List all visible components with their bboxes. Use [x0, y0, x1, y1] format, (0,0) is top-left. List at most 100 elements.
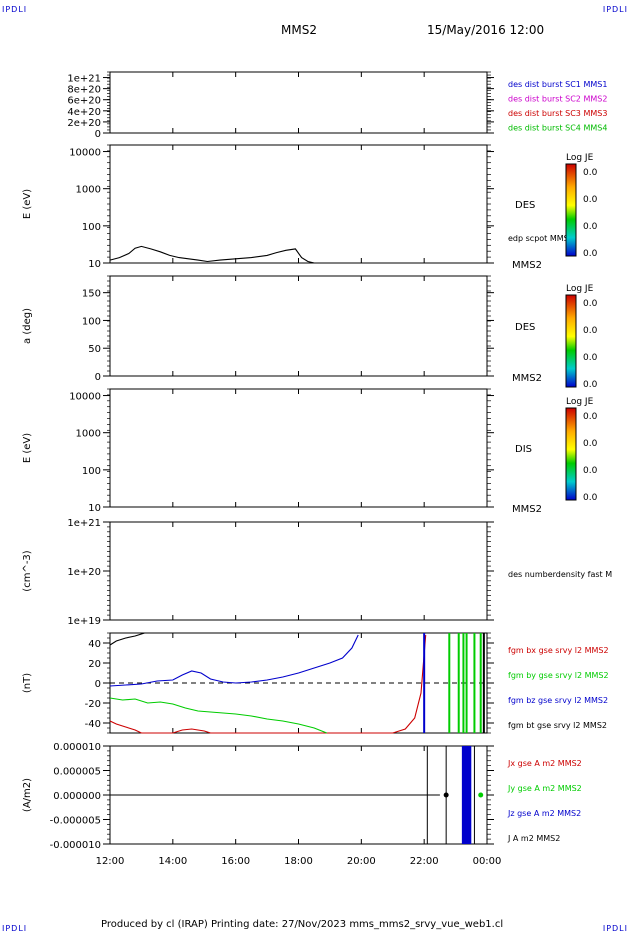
- legend-entry: des dist burst SC2 MMS2: [508, 95, 607, 104]
- colorbar-label: 0.0: [583, 299, 598, 309]
- time-tick-label: 00:00: [473, 856, 502, 867]
- colorbar-label: 0.0: [583, 493, 598, 503]
- series-line: [109, 245, 315, 264]
- panel-frame: [109, 144, 488, 264]
- datetime-title: 15/May/2016 12:00: [427, 23, 545, 37]
- panel-frame: [109, 388, 488, 508]
- y-tick-label: 150: [82, 289, 101, 300]
- time-tick-label: 20:00: [347, 856, 376, 867]
- y-tick-label: 1000: [76, 185, 101, 196]
- series-line: [109, 632, 145, 646]
- panel-fgm: [103, 632, 494, 734]
- colorbar-label: 0.0: [583, 466, 598, 476]
- y-tick-label: 0.000010: [53, 742, 101, 753]
- legend-entry: Jy gse A m2 MMS2: [507, 784, 582, 793]
- legend-entry: des dist burst SC4 MMS4: [508, 124, 607, 133]
- panel-current: [103, 745, 494, 845]
- y-tick-label: 10: [88, 259, 101, 270]
- time-tick-label: 18:00: [284, 856, 313, 867]
- y-tick-label: 1e+19: [67, 616, 101, 627]
- y-axis-label: a (deg): [22, 308, 33, 344]
- footer-credits: Produced by cl (IRAP) Printing date: 27/…: [101, 919, 504, 930]
- y-tick-label: 0: [95, 372, 101, 383]
- colorbar-label: 0.0: [583, 249, 598, 259]
- colorbar-label: 0.0: [583, 353, 598, 363]
- spacecraft-side-label: MMS2: [512, 260, 542, 271]
- legend-entry: Jx gse A m2 MMS2: [507, 759, 582, 768]
- colorbar-label: 0.0: [583, 222, 598, 232]
- y-tick-label: 20: [88, 659, 101, 670]
- legend-entry: des dist burst SC3 MMS3: [508, 109, 607, 118]
- series-line: [109, 634, 359, 687]
- colorbar-label: 0.0: [583, 380, 598, 390]
- y-tick-label: -0.000010: [50, 840, 101, 851]
- y-tick-label: -0.000005: [50, 816, 101, 827]
- legend-entry: des numberdensity fast M: [508, 570, 612, 579]
- legend-entry: fgm bz gse srvy l2 MMS2: [508, 696, 608, 705]
- series-line: [109, 697, 328, 734]
- spacecraft-side-label: MMS2: [512, 504, 542, 515]
- panel-des_pitch: [103, 275, 494, 377]
- y-tick-label: 0.000005: [53, 767, 101, 778]
- series-line: [109, 634, 427, 734]
- y-tick-label: 100: [82, 316, 101, 327]
- y-tick-label: 2e+20: [67, 118, 101, 129]
- colorbar-title: Log JE: [566, 397, 594, 407]
- colorbar: [565, 407, 577, 501]
- burst-region: [461, 746, 472, 844]
- data-point: [443, 792, 449, 798]
- y-axis-label: (nT): [22, 673, 33, 693]
- colorbar-label: 0.0: [583, 195, 598, 205]
- y-tick-label: 0: [95, 129, 101, 140]
- colorbar-title: Log JE: [566, 153, 594, 163]
- instrument-label: DES: [515, 322, 535, 333]
- legend-entry: J A m2 MMS2: [507, 834, 560, 843]
- corner-mark-bottom-right: IPDLI: [602, 924, 628, 933]
- colorbar-label: 0.0: [583, 168, 598, 178]
- y-axis-label: (A/m2): [22, 778, 33, 812]
- y-tick-label: 10000: [69, 148, 101, 159]
- panel-frame: [109, 521, 488, 621]
- instrument-label: DIS: [515, 444, 532, 455]
- y-tick-label: -40: [85, 719, 101, 730]
- panel-density: [103, 521, 494, 621]
- colorbar-label: 0.0: [583, 326, 598, 336]
- y-tick-label: 8e+20: [67, 85, 101, 96]
- time-tick-label: 14:00: [158, 856, 187, 867]
- y-axis-label: (cm^-3): [22, 550, 33, 591]
- y-tick-label: 0.000000: [53, 791, 101, 802]
- y-tick-label: 6e+20: [67, 96, 101, 107]
- panel-des_energy: [103, 144, 494, 264]
- y-tick-label: 40: [88, 639, 101, 650]
- y-tick-label: 0: [95, 679, 101, 690]
- corner-mark-top-left: IPDLI: [2, 5, 28, 14]
- legend-entry: Jz gse A m2 MMS2: [507, 809, 581, 818]
- overlay-label: edp scpot MMS2: [508, 234, 574, 243]
- legend-entry: des dist burst SC1 MMS1: [508, 80, 607, 89]
- legend-entry: fgm bx gse srvy l2 MMS2: [508, 646, 609, 655]
- colorbar: [565, 163, 577, 257]
- panel-frame: [109, 71, 488, 134]
- time-tick-label: 22:00: [410, 856, 439, 867]
- y-tick-label: -20: [85, 699, 101, 710]
- y-tick-label: 1e+21: [67, 74, 101, 85]
- spacecraft-side-label: MMS2: [512, 373, 542, 384]
- colorbar-label: 0.0: [583, 439, 598, 449]
- y-tick-label: 50: [88, 344, 101, 355]
- y-tick-label: 100: [82, 222, 101, 233]
- time-tick-label: 12:00: [96, 856, 125, 867]
- legend-entry: fgm by gse srvy l2 MMS2: [508, 671, 609, 680]
- colorbar-label: 0.0: [583, 412, 598, 422]
- y-tick-label: 10000: [69, 392, 101, 403]
- y-tick-label: 1000: [76, 429, 101, 440]
- y-tick-label: 1e+20: [67, 567, 101, 578]
- spacecraft-title: MMS2: [281, 23, 317, 37]
- panel-dis_energy: [103, 388, 494, 508]
- instrument-label: DES: [515, 200, 535, 211]
- panel-dist_burst: [103, 71, 494, 134]
- y-tick-label: 10: [88, 503, 101, 514]
- colorbar-title: Log JE: [566, 284, 594, 294]
- legend-entry: fgm bt gse srvy l2 MMS2: [508, 721, 607, 730]
- y-tick-label: 100: [82, 466, 101, 477]
